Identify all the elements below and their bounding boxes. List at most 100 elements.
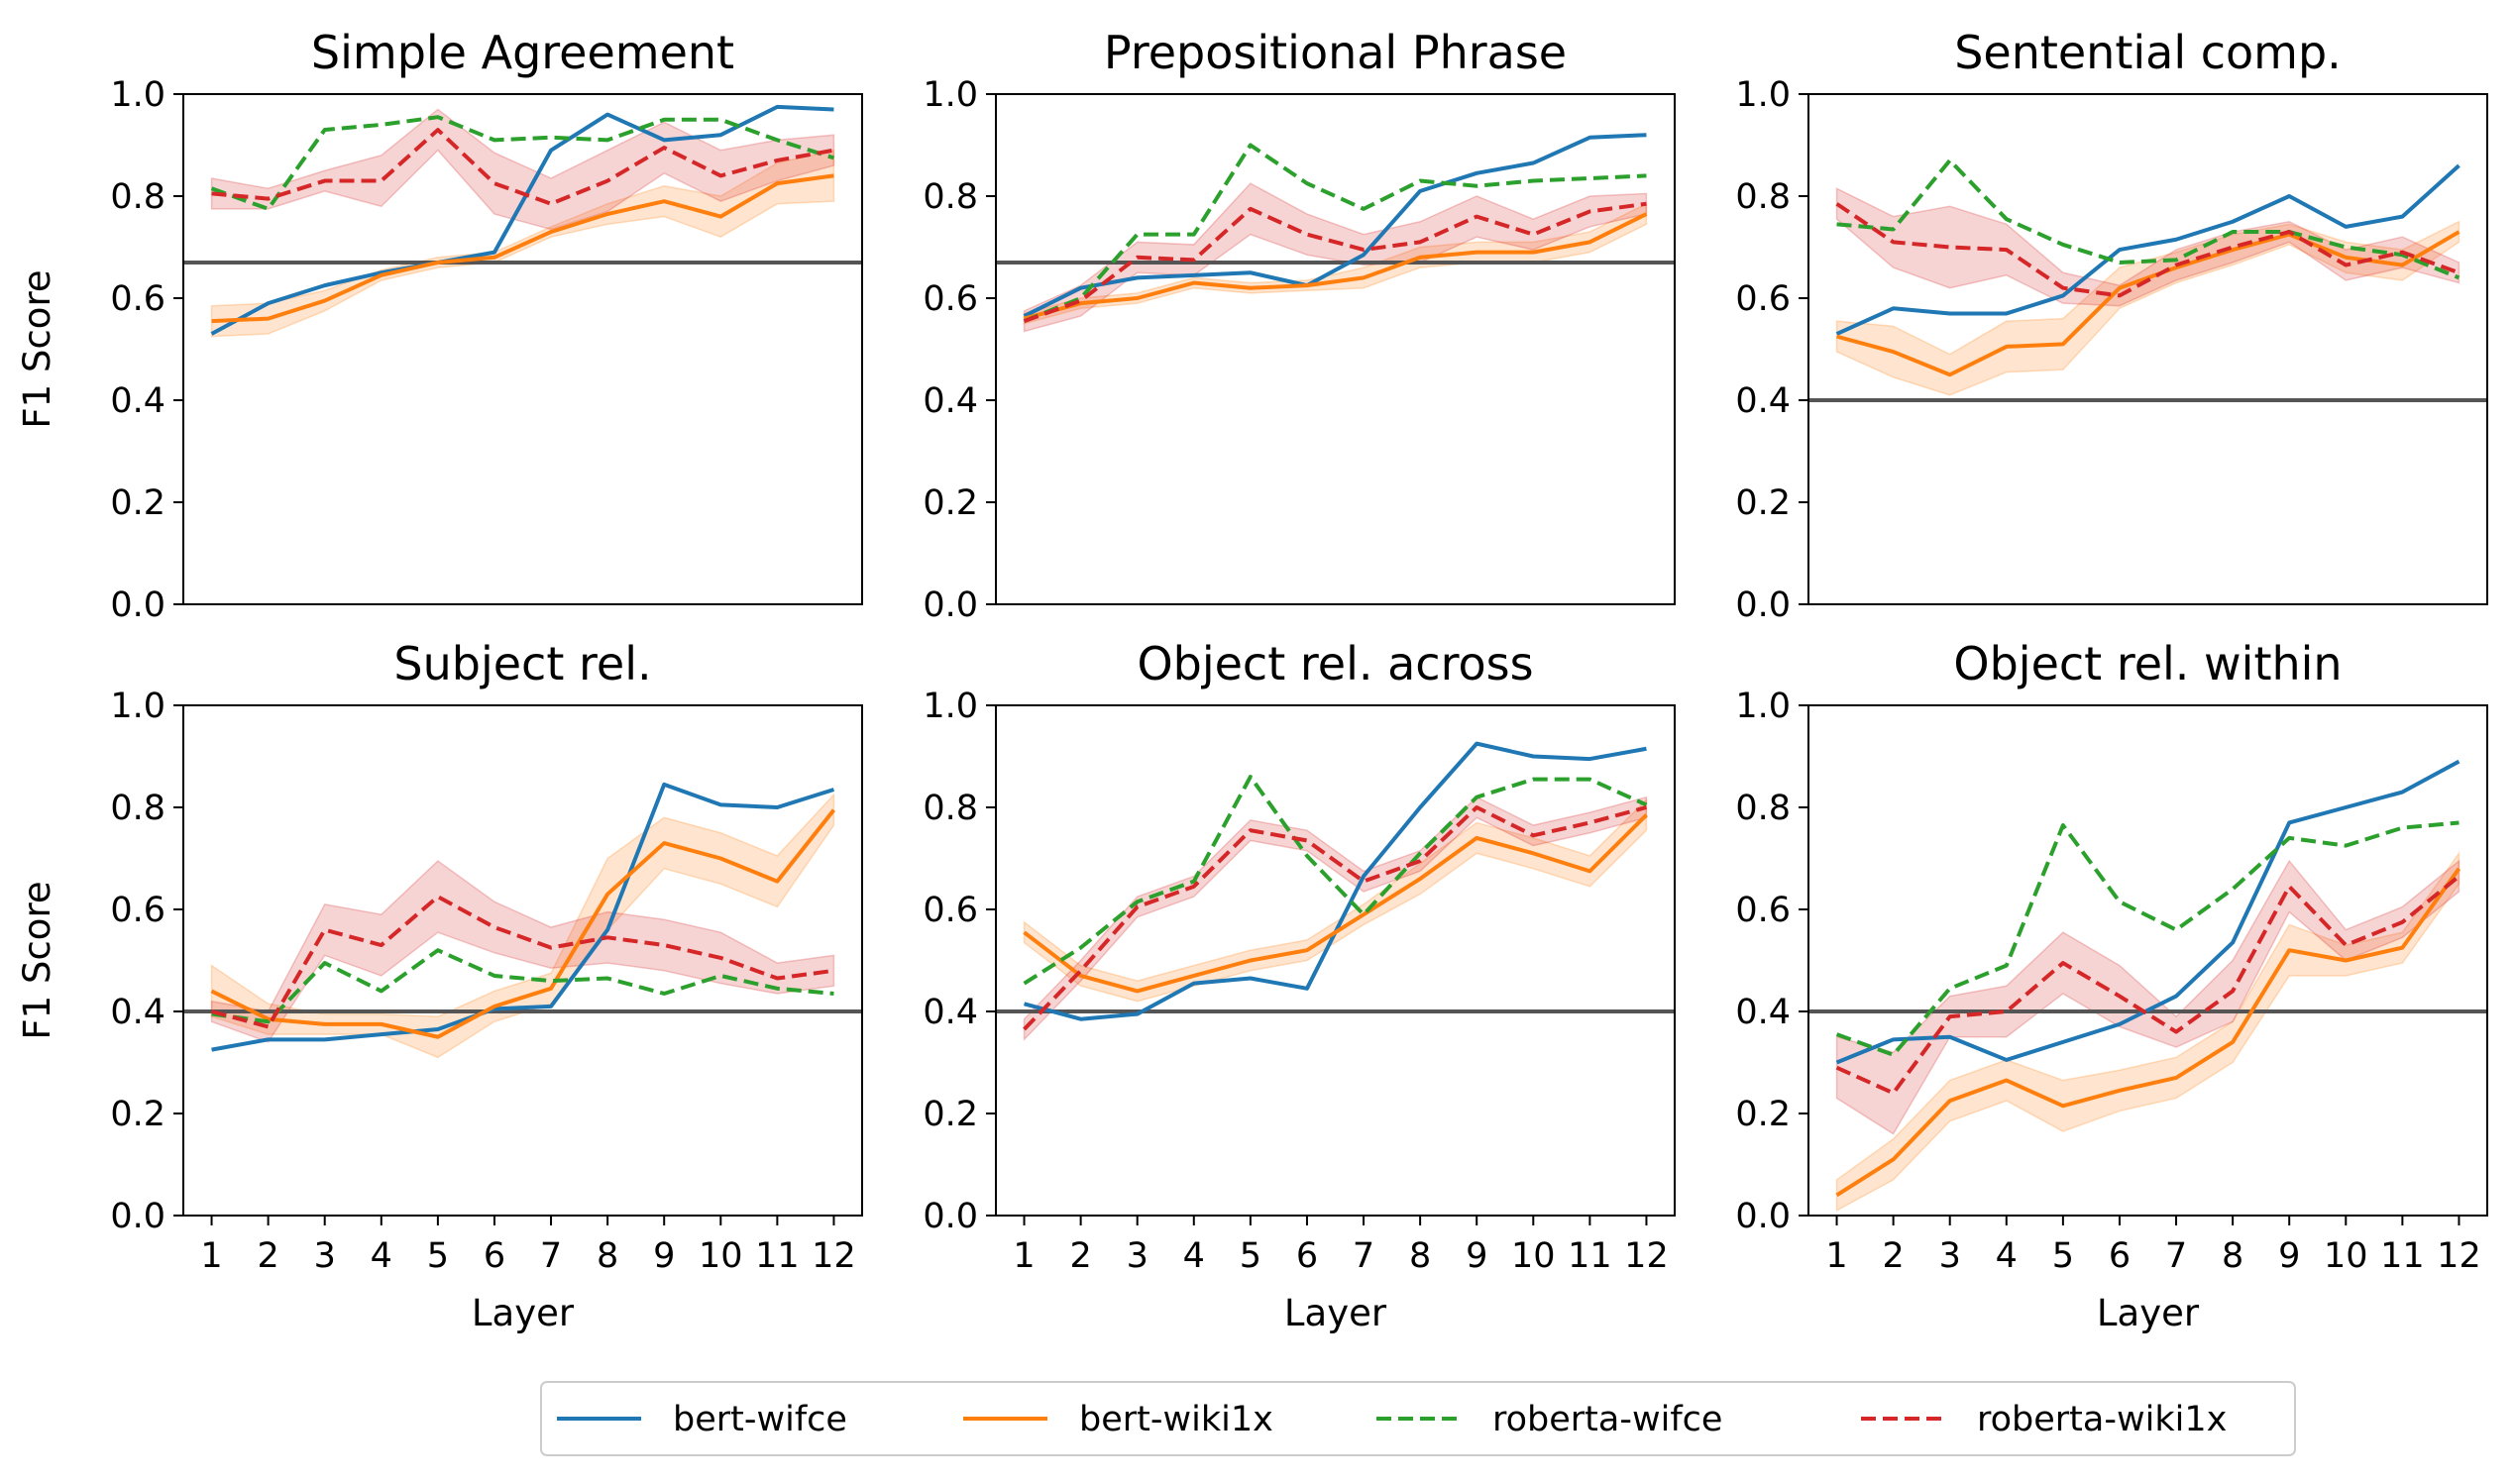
legend-label-roberta-wiki1x: roberta-wiki1x (1977, 1400, 2227, 1439)
panel-title: Sentential comp. (1954, 26, 2342, 79)
series-line-roberta-wifce (211, 948, 834, 1024)
x-tick-label: 2 (1069, 1236, 1091, 1276)
x-tick-label: 2 (257, 1236, 278, 1276)
y-tick-label: 0.6 (1735, 891, 1791, 930)
series-line-roberta-wiki1x (1835, 874, 2460, 1096)
band-bert-wiki1x (1835, 851, 2460, 1213)
series-line-bert-wifce (211, 782, 835, 1052)
y-tick-label: 1.0 (110, 75, 165, 115)
series-line-roberta-wifce (1023, 143, 1647, 324)
y-tick-label: 0.4 (1735, 381, 1791, 421)
series-line-bert-wiki1x (1835, 867, 2461, 1198)
x-tick-label: 5 (1240, 1236, 1261, 1276)
legend-label-bert-wiki1x: bert-wiki1x (1079, 1400, 1273, 1439)
series-line-roberta-wiki1x (1023, 201, 1647, 324)
band-bert-wiki1x (1023, 202, 1648, 325)
y-tick-label: 0.2 (1735, 1095, 1791, 1134)
y-tick-label: 1.0 (1735, 75, 1791, 115)
y-tick-label: 1.0 (1735, 687, 1791, 726)
panel-sentential-comp: Sentential comp. 0.0 0.2 0.4 0.6 0.8 1.0 (1735, 26, 2488, 625)
plot-frame (182, 93, 863, 605)
series-line-roberta-wifce (1835, 820, 2460, 1057)
x-tick-label: 1 (1825, 1236, 1847, 1276)
y-tick-label: 0.0 (110, 1197, 165, 1236)
x-tick-label: 5 (427, 1236, 449, 1276)
legend-label-bert-wifce: bert-wifce (673, 1400, 847, 1439)
panel-simple-agreement: Simple Agreement 0.0 0.2 0.4 0.6 0.8 1.0 F1 Sco… (16, 26, 863, 625)
y-tick-label: 0.2 (110, 483, 165, 523)
x-tick-label: 6 (2109, 1236, 2131, 1276)
panel-prepositional-phrase: Prepositional Phrase 0.0 0.2 0.4 0.6 0.8 1.0 (923, 26, 1676, 625)
x-tick-label: 11 (2380, 1236, 2425, 1276)
y-tick-label: 0.6 (1735, 279, 1791, 319)
x-tick-label: 10 (1511, 1236, 1556, 1276)
y-tick-label: 0.2 (1735, 483, 1791, 523)
legend-box (540, 1381, 2296, 1456)
y-tick-label: 1.0 (923, 75, 978, 115)
x-tick-label: 11 (755, 1236, 800, 1276)
y-tick-label: 0.6 (923, 279, 978, 319)
panel-title: Prepositional Phrase (1104, 26, 1567, 79)
x-tick-label: 5 (2052, 1236, 2074, 1276)
series-line-roberta-wifce (1023, 775, 1648, 986)
y-tick-label: 0.8 (1735, 177, 1791, 217)
x-tick-label: 3 (1127, 1236, 1148, 1276)
x-tick-label: 9 (653, 1236, 675, 1276)
y-tick-label: 0.6 (110, 279, 165, 319)
y-tick-label: 0.2 (923, 483, 978, 523)
x-tick-label: 9 (1466, 1236, 1487, 1276)
x-tick-label: 8 (597, 1236, 618, 1276)
plot-frame (995, 704, 1676, 1217)
y-tick-label: 1.0 (923, 687, 978, 726)
x-tick-label: 11 (1568, 1236, 1612, 1276)
y-tick-label: 0.0 (1735, 1197, 1791, 1236)
series-line-bert-wifce (1023, 133, 1647, 318)
x-tick-label: 12 (1624, 1236, 1669, 1276)
legend-label-roberta-wifce: roberta-wifce (1492, 1400, 1722, 1439)
x-tick-label: 3 (1939, 1236, 1961, 1276)
series-line-bert-wiki1x (1836, 230, 2460, 377)
x-tick-label: 4 (1183, 1236, 1205, 1276)
legend: bert-wifce bert-wiki1x roberta-wifce robert… (540, 1381, 2296, 1456)
x-axis-label: Layer (472, 1292, 575, 1334)
x-tick-label: 7 (2165, 1236, 2187, 1276)
y-tick-label: 0.8 (110, 177, 165, 217)
x-tick-label: 1 (1013, 1236, 1035, 1276)
x-tick-label: 9 (2278, 1236, 2300, 1276)
x-axis-label: Layer (1284, 1292, 1387, 1334)
plot-frame (182, 704, 863, 1217)
y-tick-label: 0.0 (923, 1197, 978, 1236)
x-tick-label: 8 (2222, 1236, 2243, 1276)
series-line-roberta-wifce (1836, 158, 2460, 280)
panel-title: Simple Agreement (311, 26, 734, 79)
y-tick-label: 0.4 (110, 993, 165, 1032)
plot-frame (995, 93, 1676, 605)
x-tick-label: 12 (2437, 1236, 2481, 1276)
series-line-roberta-wiki1x (1835, 202, 2460, 298)
series-line-bert-wiki1x (210, 808, 836, 1039)
x-tick-label: 4 (371, 1236, 392, 1276)
series-line-bert-wifce (1835, 163, 2460, 336)
x-tick-label: 7 (540, 1236, 562, 1276)
band-roberta-wiki1x (1835, 859, 2460, 1135)
x-tick-label: 4 (1996, 1236, 2018, 1276)
x-tick-label: 2 (1882, 1236, 1904, 1276)
x-tick-label: 8 (1409, 1236, 1431, 1276)
y-tick-label: 0.8 (1735, 789, 1791, 828)
panel-title: Subject rel. (393, 637, 651, 690)
y-tick-label: 0.4 (923, 993, 978, 1032)
y-tick-label: 0.8 (923, 789, 978, 828)
plot-frame (1807, 93, 2488, 605)
x-tick-label: 1 (200, 1236, 222, 1276)
y-tick-label: 0.0 (1735, 585, 1791, 625)
y-tick-label: 0.0 (110, 585, 165, 625)
series-line-bert-wiki1x (211, 173, 834, 324)
y-tick-label: 0.8 (923, 177, 978, 217)
panel-title: Object rel. across (1137, 637, 1533, 690)
series-line-bert-wifce (1835, 759, 2460, 1065)
series-line-bert-wiki1x (1024, 212, 1648, 321)
series-line-bert-wifce (210, 104, 834, 336)
y-tick-label: 0.6 (110, 891, 165, 930)
band-roberta-wiki1x (210, 860, 835, 1043)
